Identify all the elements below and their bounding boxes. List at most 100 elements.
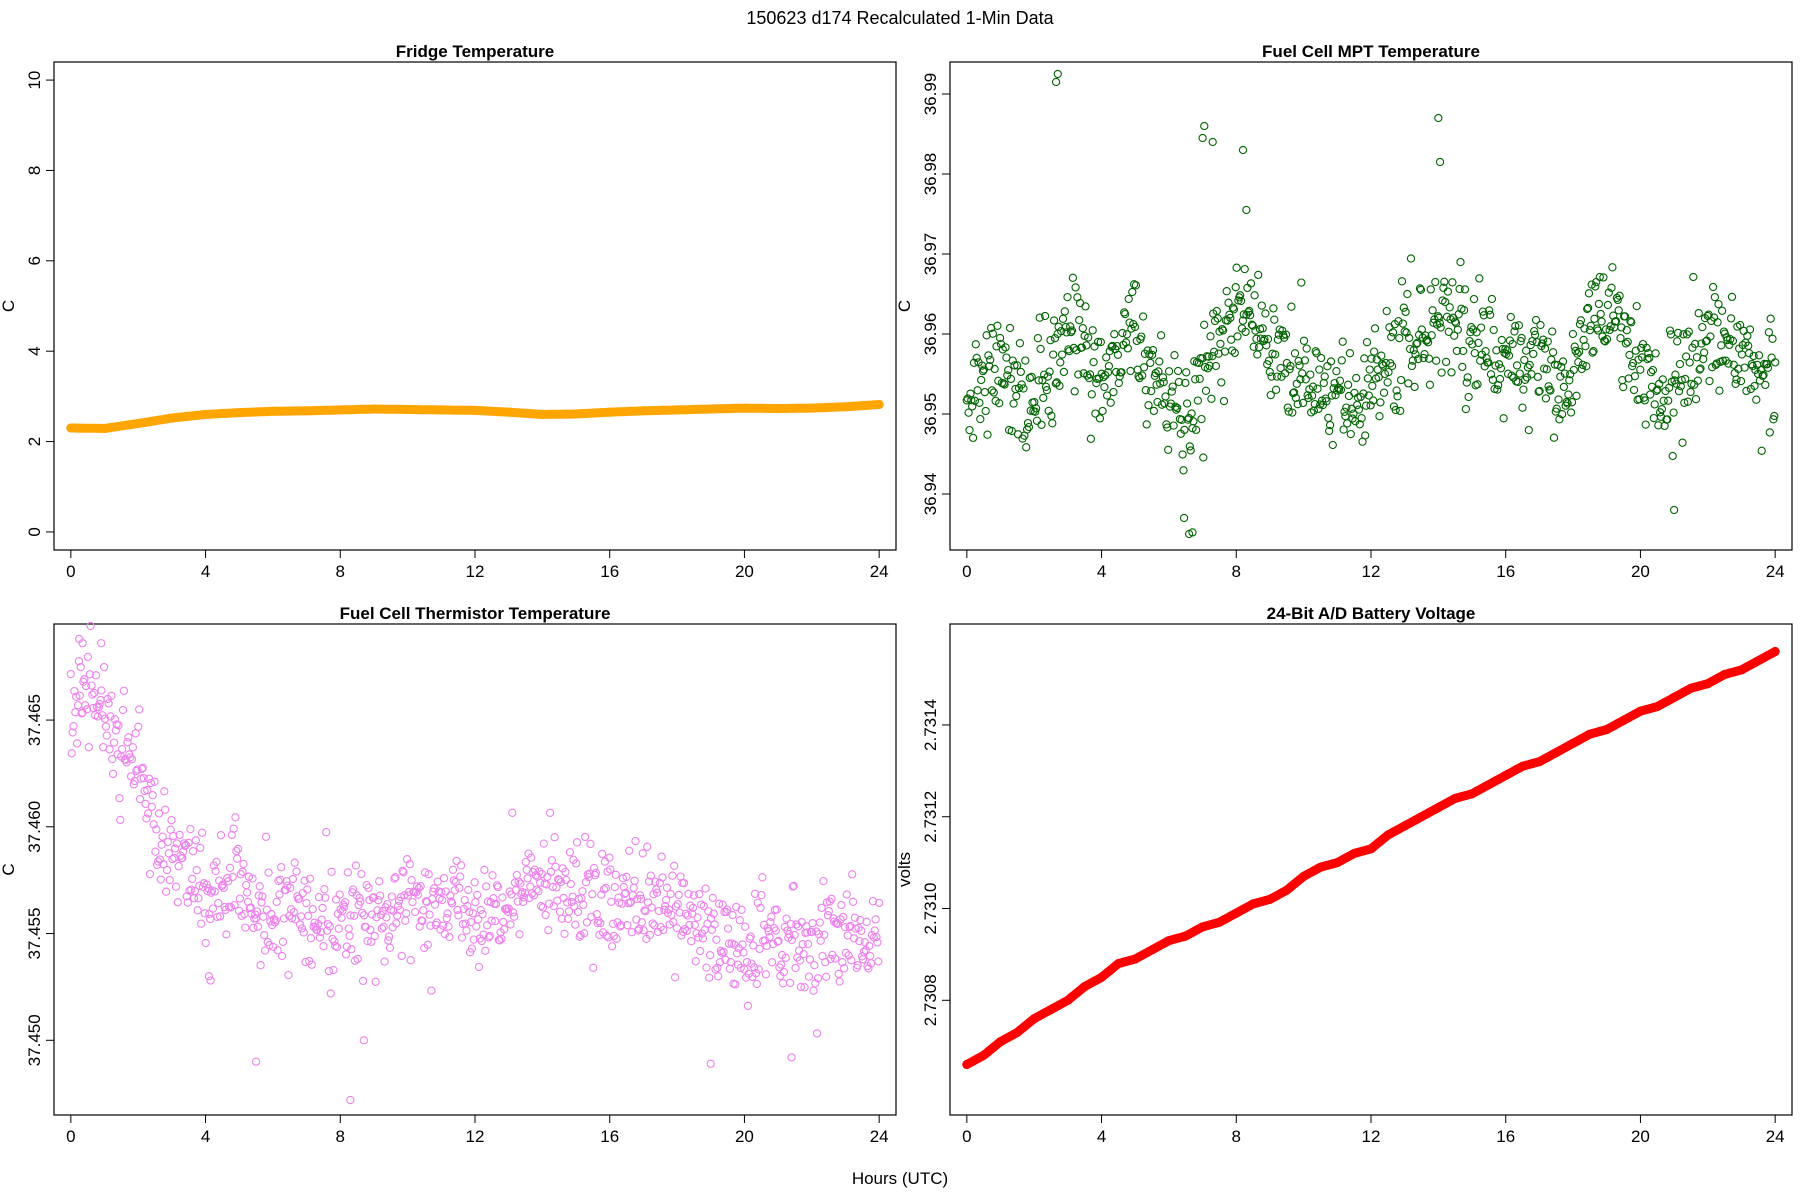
mpt-point xyxy=(1077,343,1087,352)
thermistor-point xyxy=(149,820,158,829)
thermistor-point xyxy=(262,905,272,914)
thermistor-point xyxy=(429,887,438,896)
mpt-point xyxy=(1397,277,1407,286)
thermistor-point xyxy=(249,923,258,933)
thermistor-point xyxy=(714,972,723,981)
mpt-point xyxy=(1346,429,1355,439)
thermistor-point xyxy=(685,920,694,930)
thermistor-point xyxy=(656,922,665,932)
thermistor-point xyxy=(110,715,120,724)
mpt-point xyxy=(1128,287,1137,297)
fridge-point xyxy=(100,423,110,433)
mpt-point xyxy=(1298,398,1308,408)
thermistor-point xyxy=(411,907,420,917)
thermistor-point xyxy=(709,909,718,918)
thermistor-point xyxy=(369,893,378,902)
thermistor-point xyxy=(641,907,650,916)
thermistor-point xyxy=(374,896,383,905)
mpt-point xyxy=(1101,371,1110,380)
thermistor-point xyxy=(541,910,550,920)
thermistor-point xyxy=(555,907,565,916)
thermistor-point xyxy=(774,936,783,946)
thermistor-point xyxy=(225,863,235,872)
mpt-point xyxy=(1441,297,1450,307)
mpt-point xyxy=(1006,374,1016,384)
mpt-point xyxy=(1348,414,1357,423)
battery-point xyxy=(1703,679,1713,689)
thermistor-point xyxy=(664,905,673,914)
mpt-point xyxy=(1400,327,1409,336)
thermistor-point xyxy=(72,739,82,748)
thermistor-point xyxy=(260,946,270,955)
thermistor-point xyxy=(631,836,640,846)
thermistor-point xyxy=(391,873,400,882)
thermistor-point xyxy=(790,930,799,940)
thermistor-point xyxy=(356,897,365,906)
mpt-point xyxy=(1120,308,1129,317)
mpt-point xyxy=(1110,330,1119,339)
thermistor-point xyxy=(556,877,566,887)
mpt-point xyxy=(1082,341,1091,350)
mpt-point xyxy=(1200,320,1209,329)
mpt-point xyxy=(1272,372,1282,381)
mpt-point xyxy=(1343,380,1353,389)
thermistor-point xyxy=(215,912,225,921)
battery-point xyxy=(1770,647,1780,657)
mpt-point xyxy=(1761,380,1770,390)
mpt-point xyxy=(1004,365,1013,375)
mpt-point xyxy=(1524,425,1533,435)
mpt-point xyxy=(1510,327,1519,336)
thermistor-point xyxy=(821,972,831,981)
mpt-point xyxy=(1416,285,1426,294)
thermistor-point xyxy=(644,877,654,886)
thermistor-point xyxy=(344,924,353,933)
thermistor-point xyxy=(300,876,309,885)
thermistor-point xyxy=(679,878,689,888)
mpt-point xyxy=(1769,415,1778,424)
thermistor-point xyxy=(535,867,544,876)
mpt-point xyxy=(1205,361,1214,370)
mpt-point xyxy=(1263,334,1273,344)
thermistor-point xyxy=(825,897,834,906)
fridge-point xyxy=(436,405,446,415)
thermistor-point xyxy=(873,938,882,947)
mpt-point xyxy=(1584,289,1594,298)
mpt-point xyxy=(1218,324,1227,334)
mpt-point xyxy=(1591,282,1600,291)
mpt-point xyxy=(1675,359,1685,369)
mpt-point xyxy=(1115,372,1124,381)
thermistor-point xyxy=(97,686,106,695)
mpt-point xyxy=(1091,409,1100,418)
mpt-point xyxy=(1370,324,1380,333)
thermistor-point xyxy=(711,965,720,974)
thermistor-point xyxy=(117,745,127,754)
thermistor-outlier-point xyxy=(97,639,106,648)
mpt-outlier-point xyxy=(1179,513,1189,523)
thermistor-point xyxy=(102,731,111,740)
thermistor-point xyxy=(259,912,268,921)
mpt-point xyxy=(1219,396,1229,406)
thermistor-point xyxy=(248,874,257,883)
thermistor-point xyxy=(874,957,883,966)
mpt-point xyxy=(1204,352,1213,361)
thermistor-point xyxy=(561,867,570,877)
mpt-point xyxy=(1713,318,1722,327)
thermistor-point xyxy=(603,867,612,876)
thermistor-point xyxy=(90,688,99,698)
thermistor-point xyxy=(798,940,807,949)
thermistor-point xyxy=(146,778,156,788)
mpt-point xyxy=(1469,294,1479,304)
mpt-point xyxy=(1674,387,1684,396)
thermistor-point xyxy=(271,916,280,925)
thermistor-point xyxy=(190,886,200,896)
thermistor-point xyxy=(864,964,873,973)
battery-point xyxy=(1080,982,1090,992)
mpt-point xyxy=(1126,366,1135,376)
mpt-point xyxy=(1629,385,1639,395)
mpt-point xyxy=(1594,299,1604,309)
y-axis-label: volts xyxy=(895,852,914,887)
y-tick-label: 36.98 xyxy=(921,153,940,196)
mpt-point xyxy=(1306,370,1315,379)
thermistor-point xyxy=(144,809,153,818)
mpt-point xyxy=(1331,390,1340,400)
